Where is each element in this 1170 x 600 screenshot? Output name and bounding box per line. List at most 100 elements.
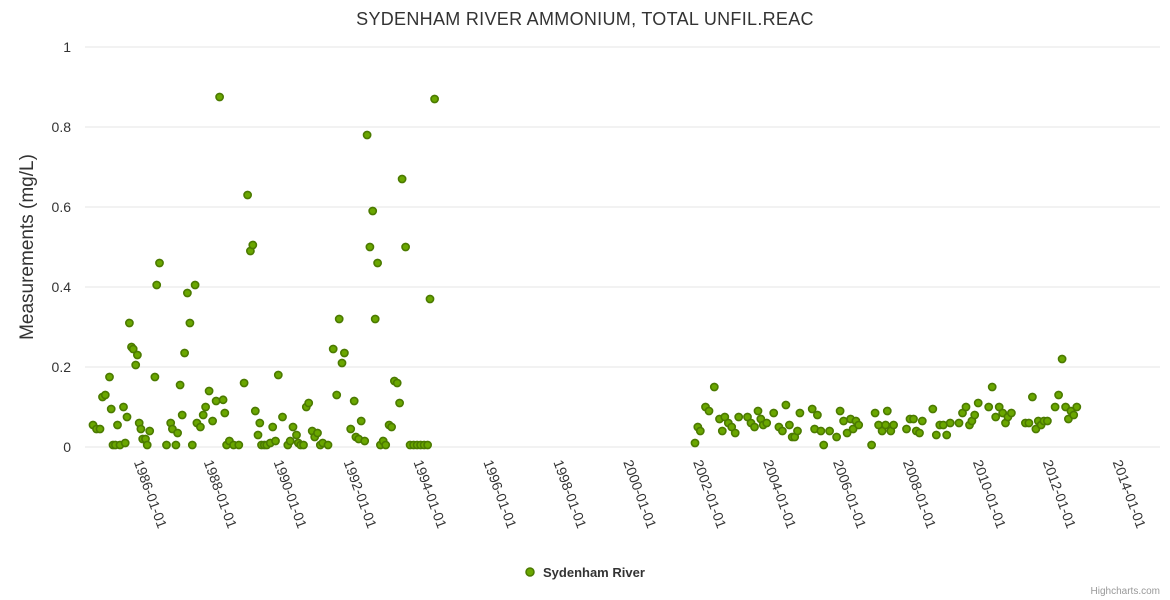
- data-point[interactable]: [339, 348, 349, 358]
- data-point[interactable]: [215, 92, 224, 102]
- data-point[interactable]: [709, 382, 719, 392]
- data-point[interactable]: [95, 424, 105, 434]
- data-point[interactable]: [208, 416, 217, 426]
- data-point[interactable]: [362, 130, 372, 140]
- data-point[interactable]: [395, 398, 404, 408]
- data-point[interactable]: [273, 370, 283, 380]
- data-point[interactable]: [991, 412, 1001, 422]
- data-point[interactable]: [819, 440, 829, 450]
- data-point[interactable]: [970, 410, 980, 420]
- data-point[interactable]: [1069, 410, 1079, 420]
- data-point[interactable]: [171, 440, 181, 450]
- data-point[interactable]: [128, 344, 138, 354]
- data-point[interactable]: [337, 358, 347, 368]
- data-point[interactable]: [119, 402, 128, 412]
- data-point[interactable]: [180, 348, 189, 358]
- data-point[interactable]: [187, 440, 197, 450]
- data-point[interactable]: [778, 426, 787, 436]
- data-point[interactable]: [785, 420, 794, 430]
- data-point[interactable]: [175, 380, 185, 390]
- data-point[interactable]: [387, 422, 396, 432]
- data-point[interactable]: [328, 344, 338, 354]
- data-point[interactable]: [401, 242, 410, 252]
- data-point[interactable]: [136, 424, 146, 434]
- data-point[interactable]: [332, 390, 342, 400]
- data-point[interactable]: [368, 206, 378, 216]
- data-point[interactable]: [285, 436, 295, 446]
- data-point[interactable]: [313, 428, 322, 438]
- data-point[interactable]: [248, 240, 258, 250]
- data-point[interactable]: [334, 314, 344, 324]
- data-point[interactable]: [106, 404, 116, 414]
- data-point[interactable]: [870, 408, 880, 418]
- data-point[interactable]: [753, 406, 763, 416]
- data-point[interactable]: [271, 436, 280, 446]
- data-point[interactable]: [142, 440, 152, 450]
- data-point[interactable]: [278, 412, 287, 422]
- data-point[interactable]: [1072, 402, 1082, 412]
- data-point[interactable]: [889, 420, 898, 430]
- data-point[interactable]: [122, 412, 132, 422]
- data-point[interactable]: [392, 378, 402, 388]
- data-point[interactable]: [816, 426, 826, 436]
- legend-label[interactable]: Sydenham River: [543, 565, 645, 580]
- data-point[interactable]: [182, 288, 192, 298]
- data-point[interactable]: [292, 430, 301, 440]
- data-point[interactable]: [807, 404, 817, 414]
- data-point[interactable]: [356, 416, 366, 426]
- data-point[interactable]: [1054, 390, 1063, 400]
- data-point[interactable]: [173, 428, 182, 438]
- data-point[interactable]: [220, 408, 230, 418]
- data-point[interactable]: [113, 420, 122, 430]
- data-point[interactable]: [917, 416, 927, 426]
- data-point[interactable]: [299, 440, 308, 450]
- data-point[interactable]: [162, 440, 171, 450]
- data-point[interactable]: [218, 395, 228, 405]
- data-point[interactable]: [423, 440, 432, 450]
- data-point[interactable]: [690, 438, 700, 448]
- data-point[interactable]: [1043, 416, 1052, 426]
- data-point[interactable]: [902, 424, 911, 434]
- data-point[interactable]: [825, 426, 834, 436]
- data-point[interactable]: [131, 360, 141, 370]
- data-point[interactable]: [973, 398, 983, 408]
- data-point[interactable]: [867, 440, 876, 450]
- data-point[interactable]: [839, 416, 848, 426]
- data-point[interactable]: [762, 418, 772, 428]
- data-point[interactable]: [365, 242, 375, 252]
- legend-marker[interactable]: [525, 567, 535, 577]
- credits[interactable]: Highcharts.com: [1091, 586, 1160, 597]
- data-point[interactable]: [717, 426, 727, 436]
- data-point[interactable]: [201, 402, 210, 412]
- data-point[interactable]: [928, 404, 938, 414]
- scatter-points[interactable]: [88, 92, 1082, 450]
- data-point[interactable]: [730, 428, 740, 438]
- data-point[interactable]: [177, 410, 187, 420]
- data-point[interactable]: [1028, 392, 1037, 402]
- data-point[interactable]: [842, 428, 852, 438]
- data-point[interactable]: [132, 350, 142, 360]
- data-point[interactable]: [397, 174, 407, 184]
- data-point[interactable]: [813, 410, 822, 420]
- data-point[interactable]: [961, 402, 971, 412]
- data-point[interactable]: [1050, 402, 1060, 412]
- data-point[interactable]: [195, 422, 205, 432]
- data-point[interactable]: [349, 396, 359, 406]
- data-point[interactable]: [882, 406, 892, 416]
- data-point[interactable]: [124, 318, 134, 328]
- data-point[interactable]: [795, 408, 805, 418]
- data-point[interactable]: [185, 318, 195, 328]
- data-point[interactable]: [234, 440, 244, 450]
- data-point[interactable]: [1057, 354, 1067, 364]
- data-point[interactable]: [198, 410, 208, 420]
- data-point[interactable]: [954, 418, 964, 428]
- data-point[interactable]: [425, 294, 435, 304]
- data-point[interactable]: [381, 440, 391, 450]
- data-point[interactable]: [945, 418, 955, 428]
- data-point[interactable]: [854, 420, 864, 430]
- data-point[interactable]: [255, 418, 265, 428]
- legend[interactable]: Sydenham River: [525, 565, 645, 580]
- data-point[interactable]: [250, 406, 260, 416]
- data-point[interactable]: [150, 372, 160, 382]
- data-point[interactable]: [304, 398, 314, 408]
